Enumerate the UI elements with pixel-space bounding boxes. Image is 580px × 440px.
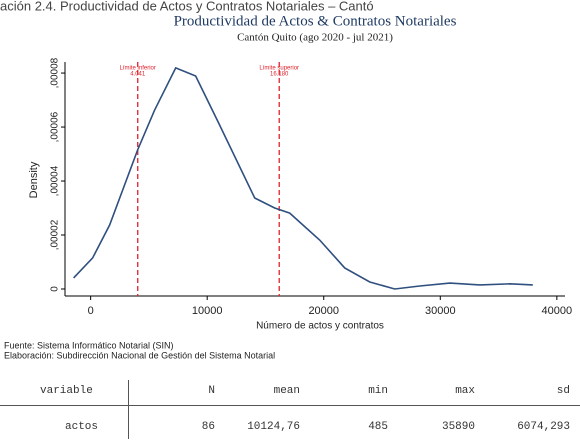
table-cell: min — [368, 385, 388, 397]
table-cell: 485 — [368, 421, 388, 433]
table-cell: sd — [556, 385, 570, 397]
header: ación 2.4. Productividad de Actos y Cont… — [0, 0, 374, 13]
table-cell: 86 — [201, 421, 215, 433]
chart: ación 2.4. Productividad de Actos y Cont… — [0, 0, 573, 360]
table-cell: actos — [65, 421, 99, 433]
y-tick-label: ,00004 — [50, 165, 61, 196]
table-cell: 10124,76 — [247, 421, 300, 433]
y-axis-label: Density — [28, 161, 40, 198]
reference-label: Límite inferior — [120, 66, 156, 72]
table-row: actos 86 10124,76 485 35890 6074,293 — [0, 416, 580, 440]
reference-value: 16.180 — [270, 72, 289, 78]
y-tick-label: 0 — [50, 286, 61, 292]
y-tick-label: ,00002 — [50, 219, 61, 250]
table-cell: N — [208, 385, 215, 397]
table-rule — [128, 380, 129, 439]
y-tick-label: ,00006 — [50, 111, 61, 142]
x-tick-label: 20000 — [308, 305, 339, 317]
table-cell: 35890 — [441, 421, 475, 433]
x-tick-label: 10000 — [192, 305, 223, 317]
x-tick-label: 40000 — [542, 305, 573, 317]
reference-value: 4.041 — [130, 72, 146, 78]
y-tick-label: ,00008 — [50, 57, 61, 88]
table-cell: max — [455, 385, 475, 397]
table-cell: variable — [40, 385, 93, 397]
chart-subtitle: Cantón Quito (ago 2020 - jul 2021) — [237, 32, 393, 44]
source-note: Fuente: Sistema Informático Notarial (SI… — [4, 340, 174, 350]
x-tick-label: 30000 — [425, 305, 456, 317]
table-cell: 6074,293 — [517, 421, 570, 433]
density-curve — [73, 66, 533, 290]
x-tick-label: 0 — [88, 305, 94, 317]
source-note: Elaboración: Subdirección Nacional de Ge… — [4, 350, 275, 360]
reference-label: Límite superior — [259, 66, 299, 72]
x-axis-label: Número de actos y contratos — [256, 321, 384, 332]
table-rule — [0, 405, 580, 406]
table-cell: mean — [273, 385, 300, 397]
chart-title: Productividad de Actos & Contratos Notar… — [174, 13, 457, 29]
